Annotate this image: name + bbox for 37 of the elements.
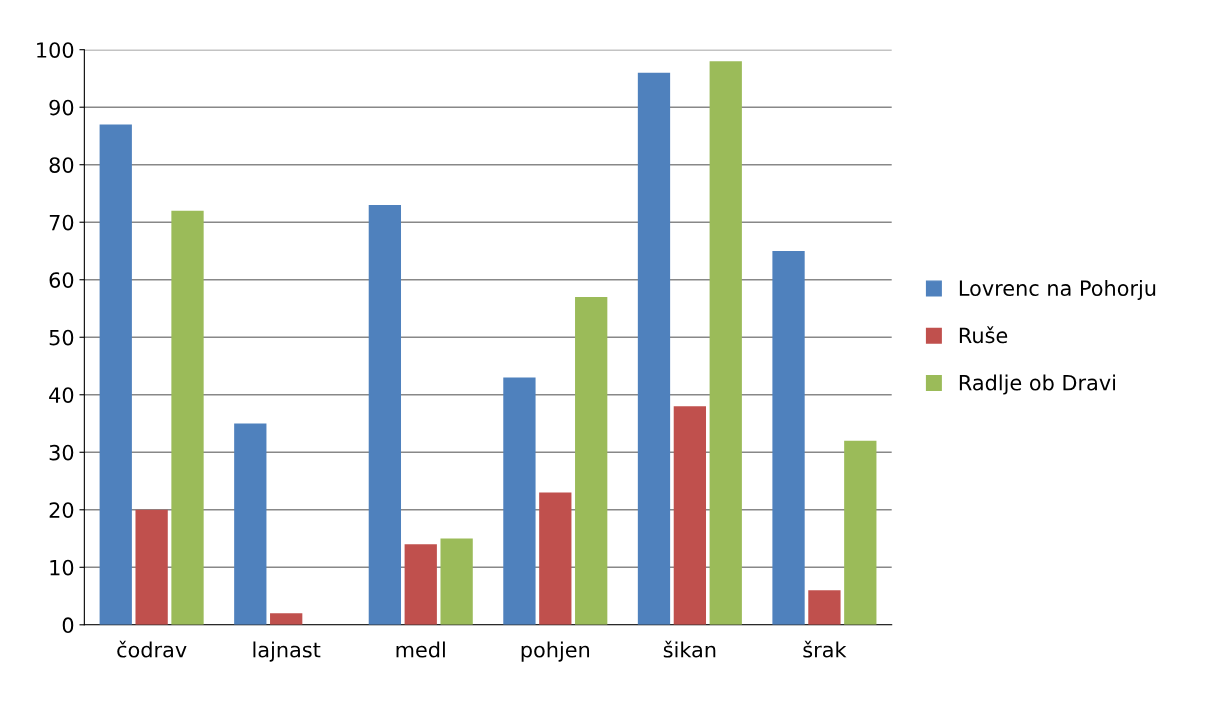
bar (99, 124, 132, 625)
bar (844, 440, 877, 625)
x-tick-label: lajnast (253, 641, 321, 662)
bar (270, 613, 303, 625)
bar (709, 61, 742, 625)
bar (440, 538, 473, 625)
y-tick-label: 40 (49, 387, 74, 403)
legend-label: Ruše (959, 326, 1008, 344)
y-tick-label: 80 (49, 157, 74, 173)
bar (575, 296, 608, 625)
y-tick-label: 60 (49, 272, 74, 288)
y-tick-label: 90 (49, 99, 74, 116)
bar (772, 250, 805, 625)
bar (539, 492, 572, 625)
x-tick-label: šrak (803, 640, 847, 658)
x-tick-label: medl (396, 641, 445, 658)
bar (808, 590, 841, 625)
bar (404, 544, 437, 625)
x-tick-label: pohjen (521, 641, 590, 662)
bar (135, 509, 168, 625)
bar (234, 423, 267, 625)
legend-label: Radlje ob Dravi (959, 374, 1115, 395)
x-tick-label: šikan (663, 640, 716, 658)
x-tick-label: čodrav (117, 640, 187, 658)
bar (503, 377, 536, 625)
bar (171, 210, 204, 625)
y-tick-label: 30 (49, 444, 74, 461)
bar (637, 72, 671, 625)
y-tick-label: 50 (49, 329, 74, 346)
y-tick-label: 20 (49, 502, 74, 518)
y-tick-label: 0 (62, 617, 74, 634)
bar (673, 406, 707, 625)
y-tick-label: 10 (50, 559, 74, 576)
legend-label: Lovrenc na Pohorju (959, 279, 1156, 301)
y-tick-label: 100 (37, 42, 74, 58)
y-tick-label: 70 (49, 214, 74, 231)
bar (368, 204, 402, 625)
